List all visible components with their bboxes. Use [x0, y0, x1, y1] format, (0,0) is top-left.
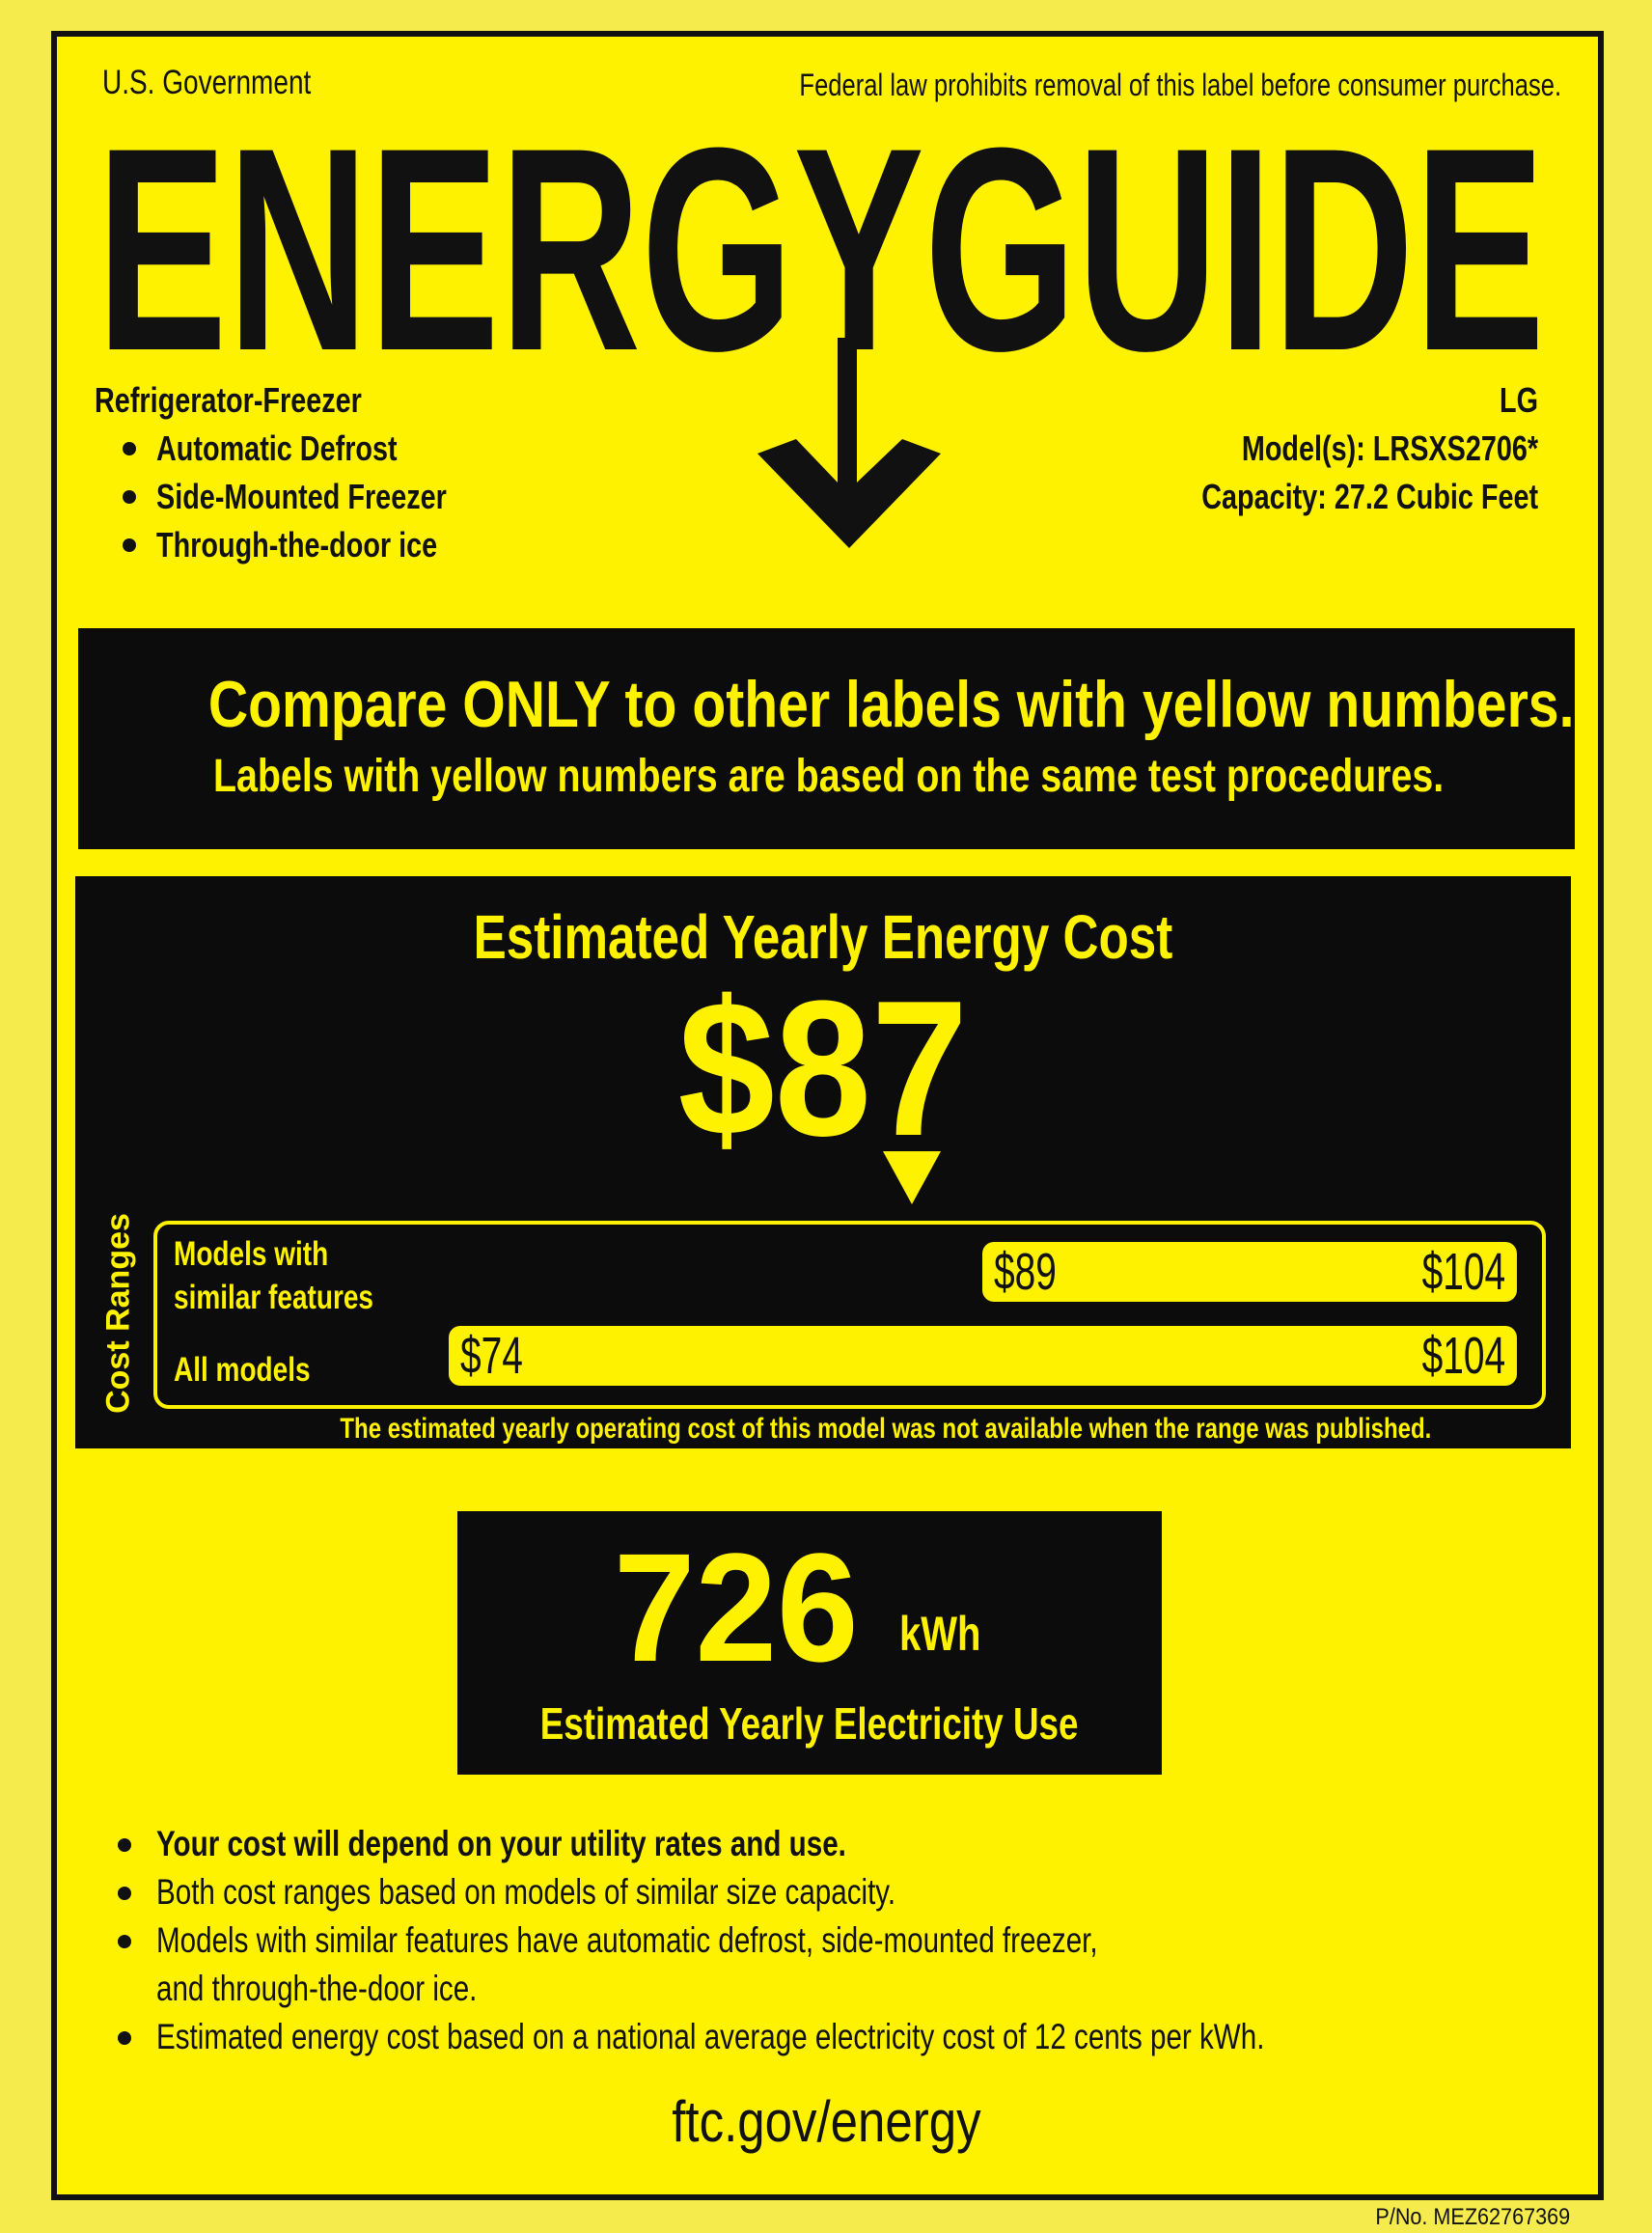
compare-line-1: Compare ONLY to other labels with yellow…: [207, 668, 1575, 741]
kwh-unit: kWh: [899, 1607, 981, 1661]
cost-ranges-box: [153, 1221, 1546, 1409]
note-item: Both cost ranges based on models of simi…: [156, 1872, 896, 1912]
feature-item: Automatic Defrost: [156, 428, 398, 468]
removal-notice: Federal law prohibits removal of this la…: [799, 68, 1561, 102]
bullet-icon: [118, 1838, 131, 1852]
cost-title: Estimated Yearly Energy Cost: [473, 902, 1173, 972]
all-max: $104: [1421, 1327, 1505, 1385]
feature-item: Side-Mounted Freezer: [156, 477, 447, 516]
similar-min: $89: [994, 1243, 1057, 1301]
energyguide-logo: ENERGYGUIDE: [96, 87, 1545, 548]
model-number: Model(s): LRSXS2706*: [1241, 428, 1538, 468]
issuer-text: U.S. Government: [102, 64, 312, 101]
feature-item: Through-the-door ice: [156, 525, 438, 565]
bullet-icon: [123, 490, 136, 504]
brand: LG: [1500, 380, 1538, 420]
bullet-icon: [118, 1935, 131, 1948]
product-type: Refrigerator-Freezer: [95, 380, 362, 420]
electricity-label: Estimated Yearly Electricity Use: [540, 1698, 1079, 1749]
all-models-label: All models: [174, 1351, 311, 1389]
all-models-range-bar: $74 $104: [449, 1326, 1517, 1386]
similar-models-range-bar: $89 $104: [982, 1242, 1517, 1302]
note-item: Your cost will depend on your utility ra…: [156, 1824, 846, 1863]
bullet-icon: [118, 2031, 131, 2045]
part-number: P/No. MEZ62767369: [1375, 2204, 1570, 2230]
yearly-cost-panel: Estimated Yearly Energy Cost $87 Cost Ra…: [75, 876, 1571, 1448]
energyguide-title: ENERGYGUIDE: [96, 87, 1545, 411]
note-item: Estimated energy cost based on a nationa…: [156, 2017, 1265, 2056]
similar-max: $104: [1421, 1243, 1505, 1301]
similar-models-label: similar features: [174, 1279, 373, 1316]
website-link[interactable]: ftc.gov/energy: [671, 2089, 981, 2154]
compare-line-2: Labels with yellow numbers are based on …: [212, 751, 1445, 802]
cost-footnote: The estimated yearly operating cost of t…: [340, 1413, 1432, 1445]
bullet-icon: [118, 1887, 131, 1900]
bullet-icon: [123, 538, 136, 552]
note-item: and through-the-door ice.: [156, 1969, 478, 2008]
all-min: $74: [460, 1327, 523, 1385]
kwh-value: 726: [614, 1521, 859, 1694]
note-item: Models with similar features have automa…: [156, 1920, 1098, 1960]
down-arrow-icon: [757, 338, 941, 548]
bullet-icon: [123, 442, 136, 455]
compare-banner: Compare ONLY to other labels with yellow…: [78, 628, 1575, 849]
similar-models-label: Models with: [174, 1235, 329, 1273]
cost-value: $87: [677, 961, 969, 1176]
cost-ranges-label: Cost Ranges: [99, 1213, 137, 1414]
capacity: Capacity: 27.2 Cubic Feet: [1201, 477, 1538, 516]
cost-pointer-icon: [883, 1151, 941, 1204]
electricity-use-panel: 726 kWh Estimated Yearly Electricity Use: [457, 1511, 1162, 1775]
